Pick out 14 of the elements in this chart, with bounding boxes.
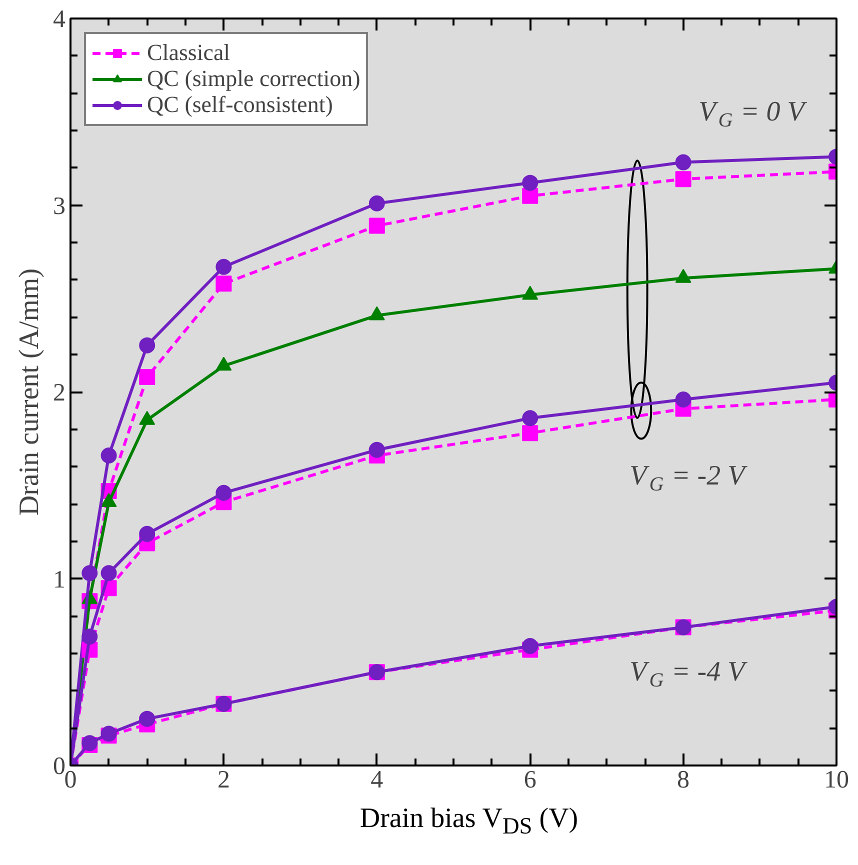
x-tick-label: 10	[824, 766, 849, 794]
y-axis-title: Drain current (A/mm)	[14, 268, 45, 516]
x-tick-label: 6	[524, 766, 536, 794]
x-axis-title: Drain bias V$_{DS}$ (V)	[360, 802, 578, 842]
y-tick-label: 1	[53, 566, 66, 594]
y-tick-label: 2	[53, 380, 66, 406]
legend-label: QC (simple correction)	[147, 66, 360, 92]
x-tick-label: 8	[677, 766, 690, 794]
x-tick-label: 4	[370, 766, 384, 794]
x-tick-label: 2	[217, 766, 230, 794]
y-tick-label: 4	[53, 6, 66, 33]
y-tick-label: 3	[53, 192, 66, 220]
legend-label: Classical	[147, 40, 230, 66]
legend-label: QC (self-consistent)	[147, 92, 333, 118]
